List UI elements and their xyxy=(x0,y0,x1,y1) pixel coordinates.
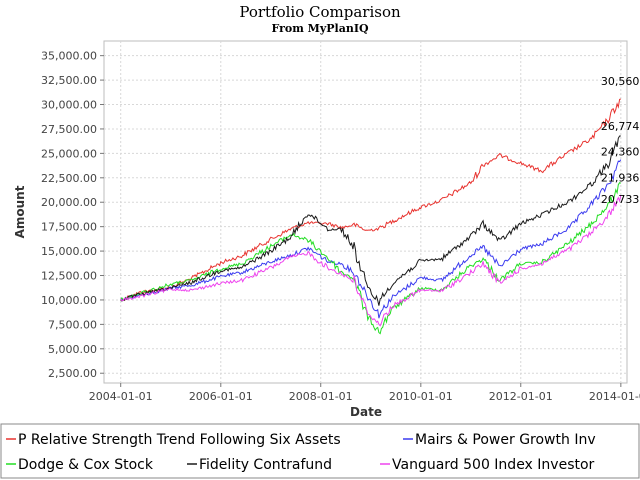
y-tick-label: 35,000.00 xyxy=(41,50,97,63)
series-line xyxy=(120,182,622,335)
y-tick-label: 17,500.00 xyxy=(41,221,97,234)
y-tick-label: 10,000.00 xyxy=(41,294,97,307)
legend: P Relative Strength Trend Following Six … xyxy=(6,432,596,473)
x-axis-label: Date xyxy=(350,405,382,419)
series-line xyxy=(120,159,622,319)
grid-lines xyxy=(104,41,627,383)
x-tick-label: 2010-01-01 xyxy=(389,390,453,403)
y-tick-label: 30,000.00 xyxy=(41,99,97,112)
x-axis-ticks: 2004-01-01 2006-01-01 2008-01-01 2010-01-01… xyxy=(89,383,640,403)
series-end-labels: 30,560 24,360 21,936 26,774 20,733 xyxy=(601,75,640,206)
chart-subtitle: From MyPlanIQ xyxy=(271,22,369,35)
series-line xyxy=(120,135,621,306)
y-axis-label: Amount xyxy=(13,185,27,238)
x-tick-label: 2008-01-01 xyxy=(289,390,353,403)
x-tick-label: 2006-01-01 xyxy=(189,390,253,403)
series-lines xyxy=(120,98,622,335)
legend-entry-label: Mairs & Power Growth Inv xyxy=(415,432,596,448)
plot-area xyxy=(103,40,628,384)
y-tick-label: 25,000.00 xyxy=(41,147,97,160)
series-end-label: 24,360 xyxy=(601,146,640,159)
y-tick-label: 32,500.00 xyxy=(41,74,97,87)
legend-entry-label: P Relative Strength Trend Following Six … xyxy=(18,432,341,448)
y-tick-label: 27,500.00 xyxy=(41,123,97,136)
legend-entry-label: Vanguard 500 Index Investor xyxy=(392,457,595,473)
series-end-label: 20,733 xyxy=(601,193,640,206)
series-end-label: 30,560 xyxy=(601,75,640,88)
y-tick-label: 12,500.00 xyxy=(41,270,97,283)
legend-box xyxy=(0,423,640,479)
y-tick-label: 7,500.00 xyxy=(48,318,97,331)
legend-entry-label: Dodge & Cox Stock xyxy=(18,457,154,473)
series-line xyxy=(120,98,621,302)
y-tick-label: 22,500.00 xyxy=(41,172,97,185)
series-end-label: 26,774 xyxy=(601,120,640,133)
y-tick-label: 20,000.00 xyxy=(41,196,97,209)
x-tick-label: 2004-01-01 xyxy=(89,390,153,403)
y-axis-ticks: 2,500.00 5,000.00 7,500.00 10,000.00 12,500.… xyxy=(41,50,104,380)
y-tick-label: 15,000.00 xyxy=(41,245,97,258)
series-end-label: 21,936 xyxy=(601,171,640,184)
y-tick-label: 5,000.00 xyxy=(48,343,97,356)
x-tick-label: 2014-01-01 xyxy=(589,390,640,403)
x-tick-label: 2012-01-01 xyxy=(489,390,553,403)
chart-title: Portfolio Comparison xyxy=(239,3,401,21)
legend-entry-label: Fidelity Contrafund xyxy=(199,457,332,473)
y-tick-label: 2,500.00 xyxy=(48,367,97,380)
series-line xyxy=(120,195,622,327)
